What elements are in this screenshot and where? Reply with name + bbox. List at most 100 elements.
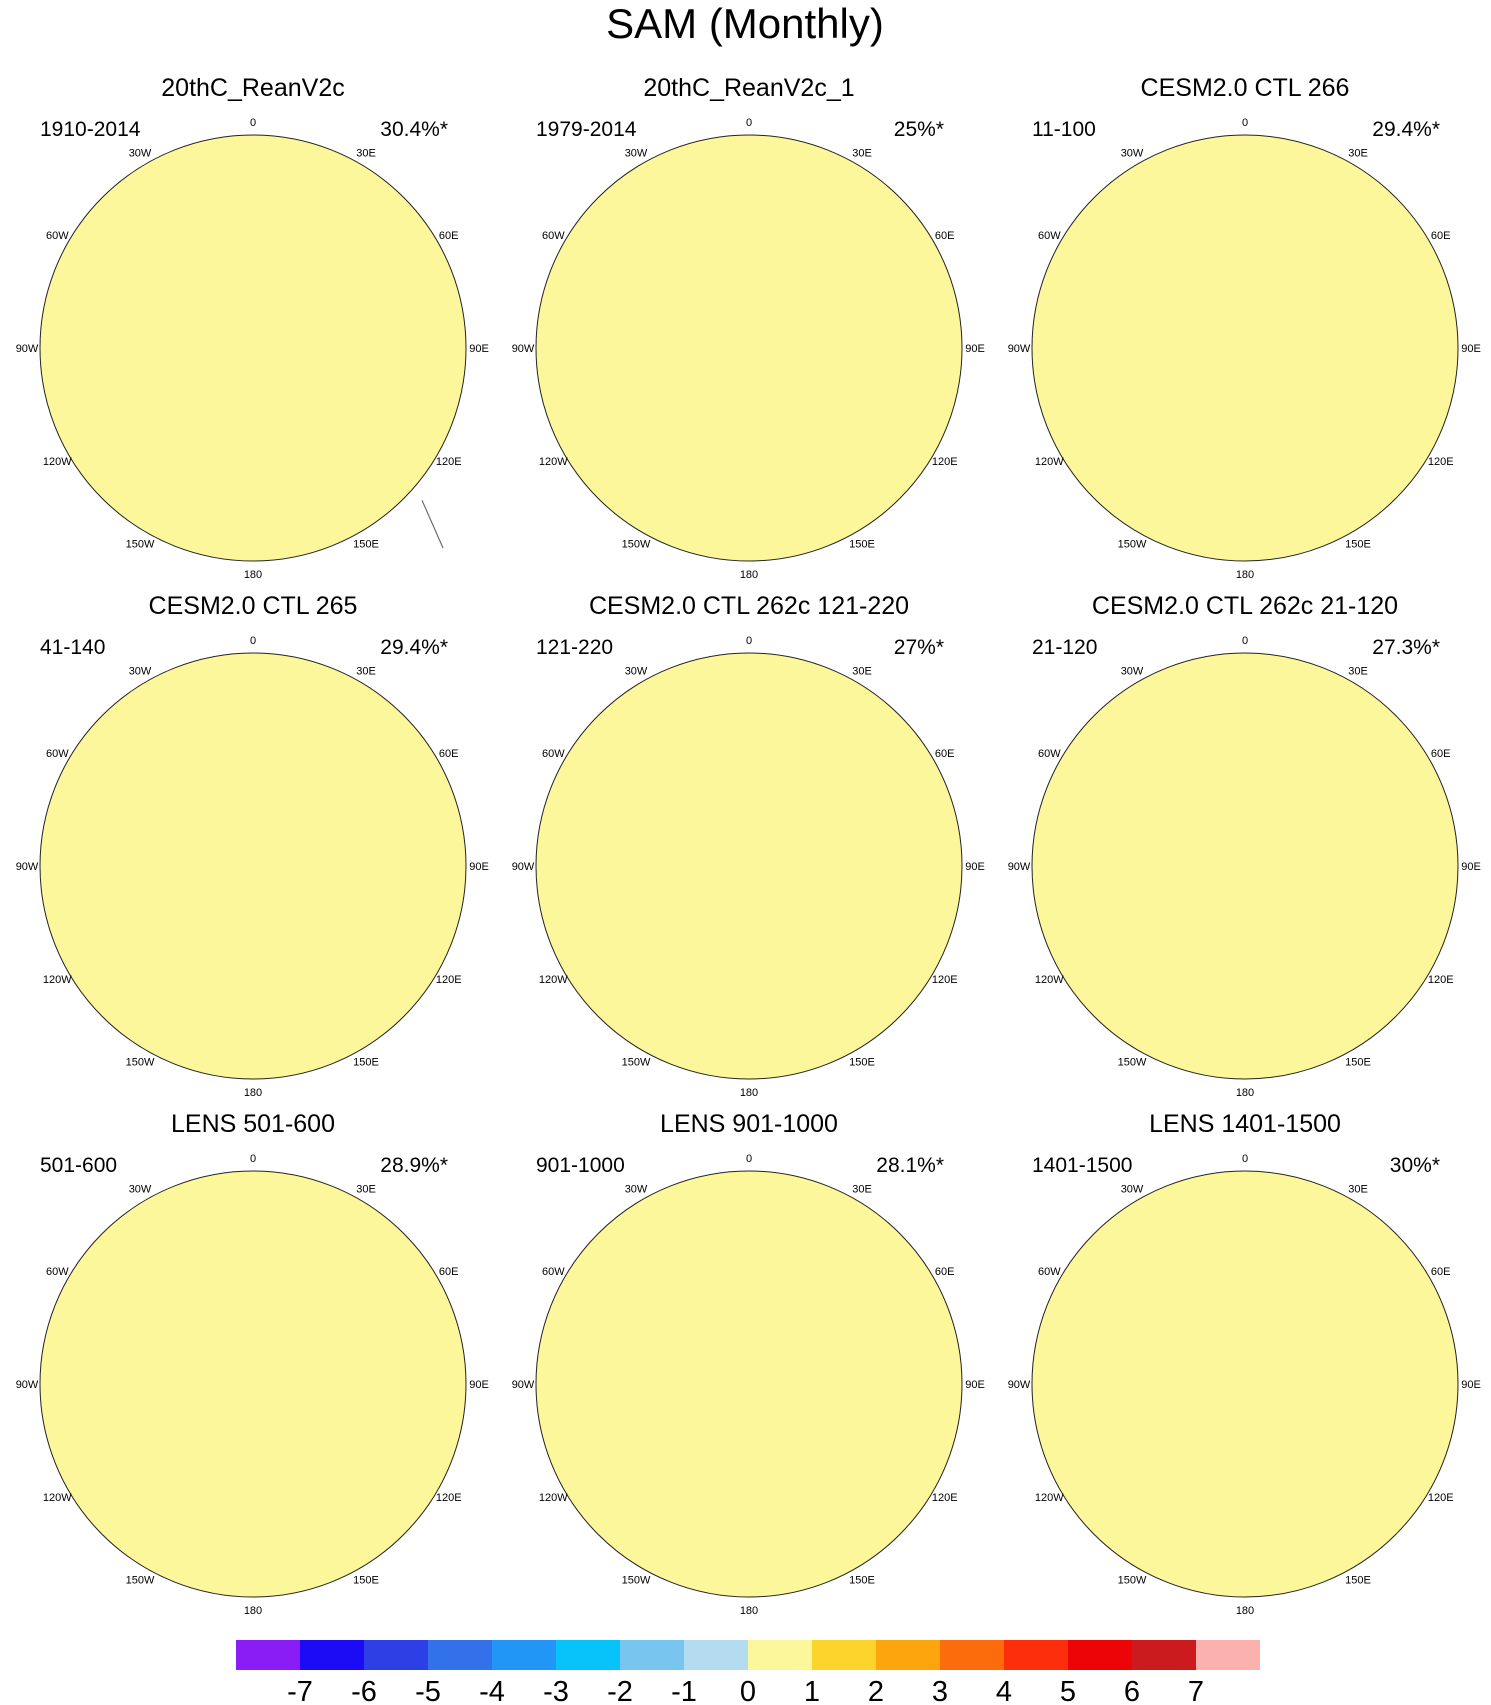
map-border xyxy=(39,652,467,1080)
panel-variance: 28.1%* xyxy=(876,1154,944,1177)
australia-coastline xyxy=(322,483,444,549)
longitude-label: 150E xyxy=(353,539,379,551)
panel-period: 901-1000 xyxy=(536,1154,625,1177)
longitude-label: 120E xyxy=(932,456,958,468)
colorbar-label: 6 xyxy=(1124,1676,1140,1705)
map-background xyxy=(536,135,962,561)
longitude-label: 90E xyxy=(1461,343,1481,355)
map-background xyxy=(1032,1171,1458,1597)
longitude-label: 90E xyxy=(469,1379,489,1391)
map-border xyxy=(39,134,467,562)
longitude-label: 0 xyxy=(250,635,256,647)
longitude-label: 60W xyxy=(1038,230,1061,242)
longitude-label: 150W xyxy=(622,539,651,551)
longitude-label: 150W xyxy=(126,1575,155,1587)
longitude-label: 0 xyxy=(746,635,752,647)
longitude-label: 30E xyxy=(852,147,872,159)
colorbar-swatch xyxy=(620,1640,684,1670)
longitude-label: 30E xyxy=(1348,147,1368,159)
longitude-label: 90E xyxy=(965,1379,985,1391)
longitude-label: 90W xyxy=(512,861,535,873)
longitude-label: 120W xyxy=(1035,974,1064,986)
longitude-label: 150E xyxy=(353,1057,379,1069)
colorbar-label: 2 xyxy=(868,1676,884,1705)
longitude-label: 60E xyxy=(439,230,459,242)
colorbar-label: 7 xyxy=(1188,1676,1204,1705)
longitude-label: 0 xyxy=(1242,117,1248,129)
colorbar-swatch xyxy=(748,1640,812,1670)
longitude-label: 120W xyxy=(1035,1492,1064,1504)
map-panel: CESM2.0 CTL 265 41-140 29.4%* 0 30E 60E 90E 120… xyxy=(16,592,489,1099)
panel-title: LENS 1401-1500 xyxy=(1149,1110,1341,1138)
panel-variance: 28.9%* xyxy=(380,1154,448,1177)
panel-title: 20thC_ReanV2c_1 xyxy=(643,74,854,102)
longitude-label: 90E xyxy=(1461,1379,1481,1391)
colorbar-swatch xyxy=(300,1640,364,1670)
longitude-label: 0 xyxy=(1242,1153,1248,1165)
colorbar-swatch xyxy=(1196,1640,1260,1670)
longitude-label: 0 xyxy=(250,1153,256,1165)
map-background xyxy=(1032,135,1458,561)
longitude-label: 180 xyxy=(1236,569,1254,581)
colorbar-swatch xyxy=(940,1640,1004,1670)
longitude-label: 150W xyxy=(1118,1057,1147,1069)
longitude-label: 90E xyxy=(965,343,985,355)
longitude-label: 90W xyxy=(512,343,535,355)
panel-variance: 27%* xyxy=(894,636,944,659)
colorbar-label: 3 xyxy=(932,1676,948,1705)
panel-period: 11-100 xyxy=(1032,118,1096,141)
longitude-label: 90E xyxy=(469,343,489,355)
panel-variance: 29.4%* xyxy=(380,636,448,659)
panel-period: 21-120 xyxy=(1032,636,1097,659)
longitude-label: 150W xyxy=(1118,1575,1147,1587)
map-panel: 20thC_ReanV2c 1910-2014 30.4%* 0 30E 60E 90E 12… xyxy=(16,74,489,581)
longitude-label: 120E xyxy=(1428,1492,1454,1504)
map-panel: LENS 901-1000 901-1000 28.1%* 0 30E 60E 90E 120… xyxy=(512,1110,985,1617)
longitude-label: 90E xyxy=(965,861,985,873)
longitude-label: 120W xyxy=(43,1492,72,1504)
colorbar-label: -2 xyxy=(607,1676,633,1705)
longitude-label: 30E xyxy=(1348,1183,1368,1195)
longitude-label: 150W xyxy=(1118,539,1147,551)
map-background xyxy=(536,653,962,1079)
longitude-label: 90W xyxy=(512,1379,535,1391)
longitude-label: 30E xyxy=(356,1183,376,1195)
longitude-label: 30W xyxy=(1121,1183,1144,1195)
panel-title: CESM2.0 CTL 265 xyxy=(149,592,358,620)
longitude-label: 60E xyxy=(439,748,459,760)
longitude-label: 30W xyxy=(625,147,648,159)
longitude-label: 0 xyxy=(250,117,256,129)
longitude-label: 30W xyxy=(129,1183,152,1195)
longitude-label: 30W xyxy=(625,665,648,677)
colorbar-label: -7 xyxy=(287,1676,313,1705)
longitude-label: 150E xyxy=(1345,1057,1371,1069)
longitude-label: 120W xyxy=(1035,456,1064,468)
longitude-label: 30W xyxy=(1121,665,1144,677)
map-border xyxy=(535,652,963,1080)
colorbar-swatch xyxy=(556,1640,620,1670)
longitude-label: 120W xyxy=(539,456,568,468)
longitude-label: 60E xyxy=(1431,230,1451,242)
panel-title: CESM2.0 CTL 262c 21-120 xyxy=(1092,592,1398,620)
longitude-label: 150W xyxy=(126,1057,155,1069)
map-background xyxy=(40,1171,466,1597)
longitude-label: 60W xyxy=(1038,748,1061,760)
colorbar-label: -3 xyxy=(543,1676,569,1705)
panel-title: 20thC_ReanV2c xyxy=(161,74,344,102)
longitude-label: 60W xyxy=(1038,1266,1061,1278)
longitude-label: 30E xyxy=(852,1183,872,1195)
map-background xyxy=(40,135,466,561)
longitude-label: 150E xyxy=(353,1575,379,1587)
longitude-label: 30W xyxy=(129,665,152,677)
colorbar-swatch xyxy=(876,1640,940,1670)
longitude-label: 0 xyxy=(1242,635,1248,647)
longitude-label: 60W xyxy=(542,748,565,760)
longitude-label: 0 xyxy=(746,1153,752,1165)
map-border xyxy=(1031,652,1459,1080)
map-panel: CESM2.0 CTL 266 11-100 29.4%* 0 30E 60E 90E 120… xyxy=(1008,74,1481,581)
colorbar-swatch xyxy=(684,1640,748,1670)
longitude-label: 60E xyxy=(1431,748,1451,760)
longitude-label: 180 xyxy=(1236,1605,1254,1617)
panel-period: 121-220 xyxy=(536,636,613,659)
